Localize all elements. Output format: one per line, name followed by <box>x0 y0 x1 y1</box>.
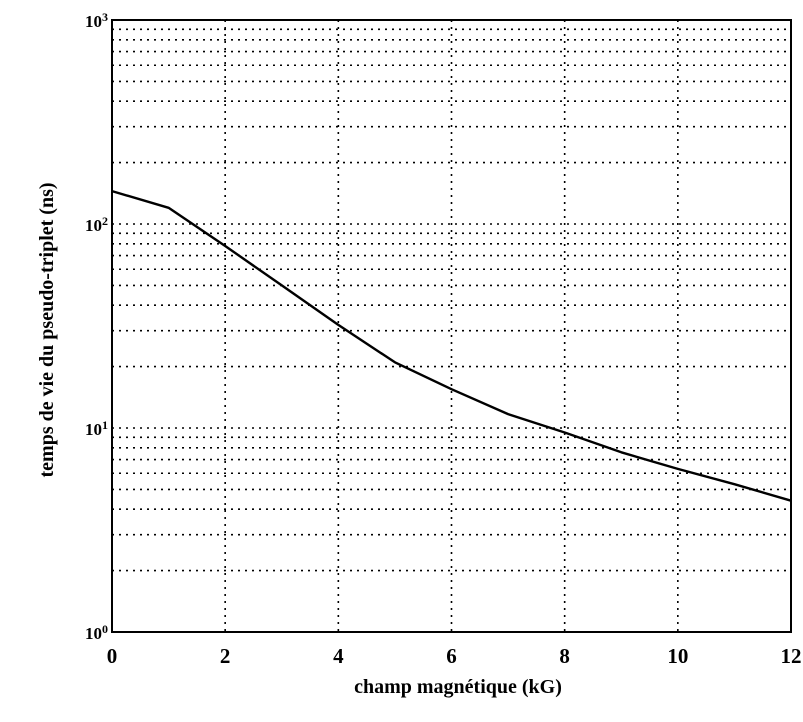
y-tick-label: 103 <box>85 10 108 31</box>
x-tick-label: 0 <box>107 644 118 668</box>
x-tick-label: 8 <box>559 644 570 668</box>
y-tick-label: 102 <box>85 214 108 235</box>
series-line <box>111 189 792 502</box>
x-axis-title: champ magnétique (kG) <box>354 676 562 698</box>
x-tick-label: 4 <box>333 644 344 668</box>
y-tick-label: 101 <box>85 418 108 439</box>
y-axis-title: temps de vie du pseudo-triplet (ns) <box>36 182 58 477</box>
plot-frame <box>111 19 792 633</box>
plot-frame-rect <box>111 19 792 633</box>
series-group <box>111 189 792 502</box>
grid <box>112 20 791 632</box>
x-tick-label: 6 <box>446 644 457 668</box>
x-tick-label: 10 <box>667 644 688 668</box>
y-tick-label: 100 <box>85 622 108 643</box>
x-tick-label: 2 <box>220 644 231 668</box>
x-tick-labels: 0 2 4 6 8 10 12 <box>107 644 802 668</box>
x-tick-label: 12 <box>781 644 802 668</box>
y-tick-labels: 100 101 102 103 <box>85 10 108 643</box>
